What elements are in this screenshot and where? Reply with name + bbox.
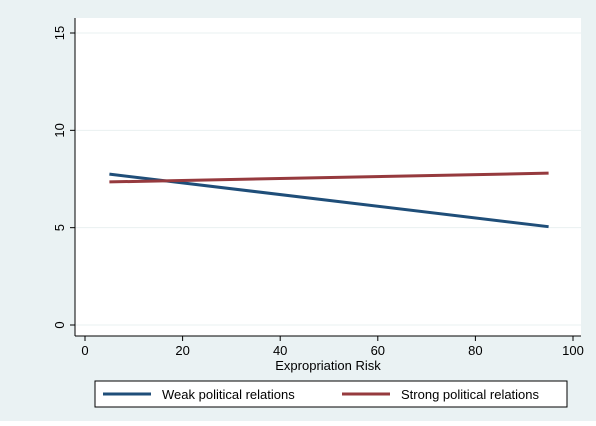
series-lines xyxy=(109,171,549,229)
y-tick-label-15: 15 xyxy=(52,26,67,40)
x-tick-label-100: 100 xyxy=(562,343,584,358)
y-tick-label-0: 0 xyxy=(52,321,67,328)
y-tick-label-10: 10 xyxy=(52,123,67,137)
legend: Weak political relations Strong politica… xyxy=(94,380,568,408)
x-tick-label-20: 20 xyxy=(175,343,189,358)
x-tick-label-60: 60 xyxy=(371,343,385,358)
series-line-weak xyxy=(109,172,549,229)
legend-label-strong: Strong political relations xyxy=(401,387,540,402)
legend-box xyxy=(94,380,568,408)
series-line-strong xyxy=(109,171,549,184)
x-tick-label-80: 80 xyxy=(468,343,482,358)
grid-lines xyxy=(75,32,581,326)
legend-label-weak: Weak political relations xyxy=(162,387,295,402)
x-tick-label-0: 0 xyxy=(81,343,88,358)
y-tick-label-5: 5 xyxy=(52,224,67,231)
x-axis-ticks: 0 20 40 60 80 100 xyxy=(81,336,584,358)
x-axis-title: Expropriation Risk xyxy=(275,358,381,373)
y-axis-ticks: 0 5 10 15 xyxy=(52,26,75,329)
x-tick-label-40: 40 xyxy=(273,343,287,358)
